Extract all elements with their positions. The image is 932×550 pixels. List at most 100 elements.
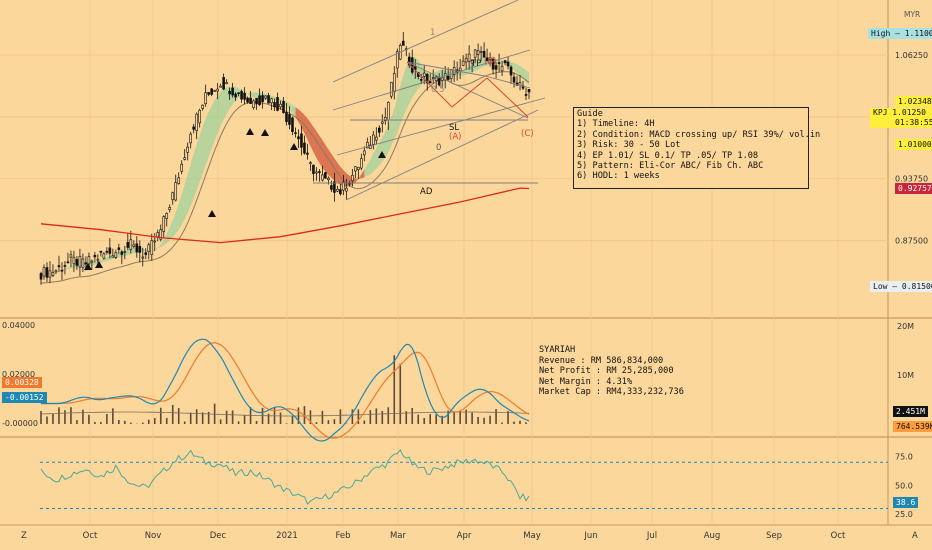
volume-bar <box>453 411 455 424</box>
candle-body <box>198 110 201 124</box>
candle-body <box>425 74 429 84</box>
volume-bar <box>177 408 180 424</box>
candle-body <box>297 136 300 140</box>
volume-bar <box>201 412 204 424</box>
volume-tag: 2.451M <box>893 406 928 417</box>
candle-body <box>300 133 303 148</box>
candle-body <box>183 157 187 160</box>
volume-bar <box>381 410 384 424</box>
volume-bar <box>495 409 497 424</box>
guide-line: 2) Condition: MACD crossing up/ RSI 39%/… <box>577 129 821 140</box>
macd-panel[interactable] <box>40 338 530 442</box>
candle-body <box>461 60 465 66</box>
volume-bar <box>88 414 90 424</box>
candle-body <box>237 92 240 94</box>
fund-line: SYARIAH <box>539 345 576 355</box>
candle-body <box>84 262 88 265</box>
candle-body <box>180 163 184 172</box>
candle-body <box>491 58 495 70</box>
candle-body <box>258 95 261 105</box>
candle-body <box>401 40 405 46</box>
candle-body <box>111 255 115 258</box>
ma200-line <box>40 187 530 244</box>
candle-body <box>87 256 91 265</box>
volume-bar <box>100 421 102 424</box>
candle-body <box>464 57 468 63</box>
candle-body <box>63 265 67 267</box>
wave-label: (B) <box>484 57 496 67</box>
candle-body <box>246 97 249 103</box>
volume-bar <box>225 410 228 424</box>
volume-bar <box>375 408 378 424</box>
candle-body <box>147 244 151 253</box>
volume-bar <box>435 414 437 424</box>
guide-line: 3) Risk: 30 - 50 Lot <box>577 140 681 151</box>
candle-body <box>306 152 309 155</box>
candle-body <box>204 92 207 105</box>
time-tick-label: Mar <box>390 531 407 541</box>
high-tag: High – 1.11000 <box>868 28 932 39</box>
candle-body <box>357 166 360 170</box>
volume-bar <box>351 409 354 424</box>
candle-body <box>270 98 273 104</box>
volume-bar <box>273 406 276 424</box>
volume-bar <box>333 419 336 424</box>
candle-body <box>126 242 130 248</box>
candle-body <box>509 66 513 76</box>
candle-body <box>192 126 195 130</box>
volume-tick-label: 20M <box>897 322 914 331</box>
rsi-panel[interactable] <box>40 448 888 509</box>
volume-bar <box>441 415 443 424</box>
fund-line: Net Profit : RM 25,285,000 <box>539 366 674 377</box>
candle-body <box>156 232 160 238</box>
volume-bar <box>106 414 108 424</box>
fundamentals-note: SYARIAH Revenue : RM 586,834,000 Net Pro… <box>539 345 684 398</box>
volume-bar <box>130 422 132 424</box>
volume-bar <box>447 410 449 424</box>
candle-body <box>303 142 306 154</box>
candle-body <box>135 243 139 253</box>
candle-body <box>330 185 333 190</box>
candle-body <box>105 251 109 253</box>
guide-line: 5) Pattern: Eli-Cor ABC/ Fib Ch. ABC <box>577 161 764 172</box>
volume-bar <box>171 404 174 424</box>
rsi-line <box>40 448 530 505</box>
candle-body <box>351 175 354 182</box>
volume-bar <box>483 417 485 424</box>
volume-bar <box>519 420 521 424</box>
ma200-tag: 0.92757 <box>895 183 932 194</box>
candle-body <box>153 240 157 243</box>
volume-bar <box>153 418 156 424</box>
candle-body <box>96 258 100 261</box>
volume-bar <box>76 420 78 424</box>
candle-body <box>93 254 97 258</box>
volume-bar <box>459 411 461 424</box>
candle-body <box>506 61 510 67</box>
buy-arrow-icon <box>261 129 269 136</box>
macd-tick-label: -0.00000 <box>2 419 38 428</box>
candle-body <box>422 72 426 77</box>
candle-body <box>363 150 366 156</box>
candle-body <box>503 60 507 64</box>
candle-body <box>48 270 52 278</box>
candle-body <box>407 56 411 66</box>
channel-line <box>332 0 519 83</box>
wave-label: AD <box>420 187 433 197</box>
candle-body <box>234 93 237 98</box>
candle-body <box>60 269 64 272</box>
grid <box>0 0 888 525</box>
candle-body <box>291 117 294 132</box>
candle-body <box>485 57 489 61</box>
wave-label: 0 <box>436 143 441 153</box>
level-tag: 1.01000 <box>895 139 932 150</box>
channel-line <box>336 97 546 156</box>
price-panel[interactable]: 1 TP (B) 0.5 SL(A) (C) 0 AD <box>39 0 546 285</box>
corner-label: Z <box>21 531 27 541</box>
time-tick-label: Oct <box>83 531 98 541</box>
guide-title: Guide <box>577 109 603 119</box>
candle-body <box>479 51 483 53</box>
rsi-value-tag: 38.6 <box>893 497 919 508</box>
price-tick-label: 1.06250 <box>895 51 928 60</box>
candle-body <box>392 73 396 93</box>
